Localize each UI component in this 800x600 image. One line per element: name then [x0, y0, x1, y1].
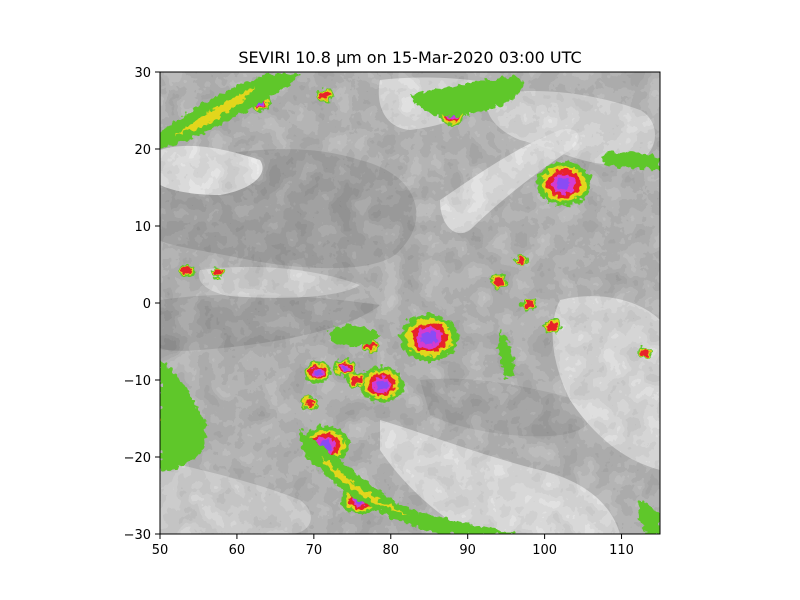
convective-cell: [346, 372, 366, 388]
convective-cell: [520, 297, 538, 312]
y-tick-label: 20: [134, 143, 151, 158]
convective-cell: [359, 366, 404, 403]
y-tick-label: −20: [124, 451, 151, 466]
convective-cell: [637, 347, 652, 359]
convective-bands: [160, 74, 660, 534]
cell-ring: [523, 300, 535, 309]
convective-band: [160, 360, 205, 470]
x-tick-label: 110: [609, 543, 634, 558]
cell-ring: [640, 349, 649, 357]
y-tick-label: 10: [134, 220, 151, 235]
cell-ring: [375, 379, 388, 390]
x-tick-label: 100: [532, 543, 557, 558]
map-title: SEVIRI 10.8 μm on 15-Mar-2020 03:00 UTC: [238, 48, 581, 67]
cell-ring: [493, 277, 504, 286]
convective-band: [600, 152, 660, 170]
convective-band: [410, 76, 523, 117]
cell-ring: [304, 398, 316, 408]
convective-cell: [333, 359, 356, 378]
convective-cell: [514, 254, 529, 266]
convective-cell: [301, 396, 319, 411]
cell-ring: [213, 268, 222, 276]
satellite-image: [160, 72, 660, 534]
cell-ring: [517, 256, 526, 264]
x-tick-label: 70: [306, 543, 323, 558]
convective-cell: [210, 266, 225, 278]
cell-ring: [556, 177, 572, 190]
y-tick-label: −30: [124, 528, 151, 543]
cell-ring: [313, 369, 322, 376]
x-axis: 50 60 70 80 90 100 110: [152, 534, 634, 558]
convective-cell: [179, 264, 195, 277]
x-tick-label: 80: [382, 543, 399, 558]
convective-band: [498, 330, 515, 378]
x-tick-label: 90: [459, 543, 476, 558]
y-tick-label: 30: [134, 66, 151, 81]
x-tick-label: 60: [229, 543, 246, 558]
convective-band: [328, 325, 380, 347]
image-texture: [160, 72, 660, 534]
y-tick-label: −10: [124, 374, 151, 389]
cell-ring: [341, 365, 348, 371]
convective-cell: [400, 314, 458, 362]
y-tick-label: 0: [143, 297, 151, 312]
convective-cell: [490, 274, 507, 289]
convective-band: [160, 74, 300, 148]
convective-cell: [536, 161, 591, 206]
convective-band: [638, 500, 660, 534]
cell-ring: [350, 375, 362, 385]
x-tick-label: 50: [152, 543, 169, 558]
convective-band: [175, 86, 255, 135]
cell-ring: [421, 331, 438, 345]
cloud-field: [160, 72, 660, 534]
convective-cell: [543, 319, 561, 334]
cell-ring: [547, 321, 558, 331]
convective-cell: [304, 361, 332, 384]
convective-cell: [316, 88, 334, 103]
cell-ring: [320, 90, 331, 100]
cell-ring: [182, 266, 192, 275]
y-axis: 30 20 10 0 −10 −20 −30: [124, 66, 160, 543]
